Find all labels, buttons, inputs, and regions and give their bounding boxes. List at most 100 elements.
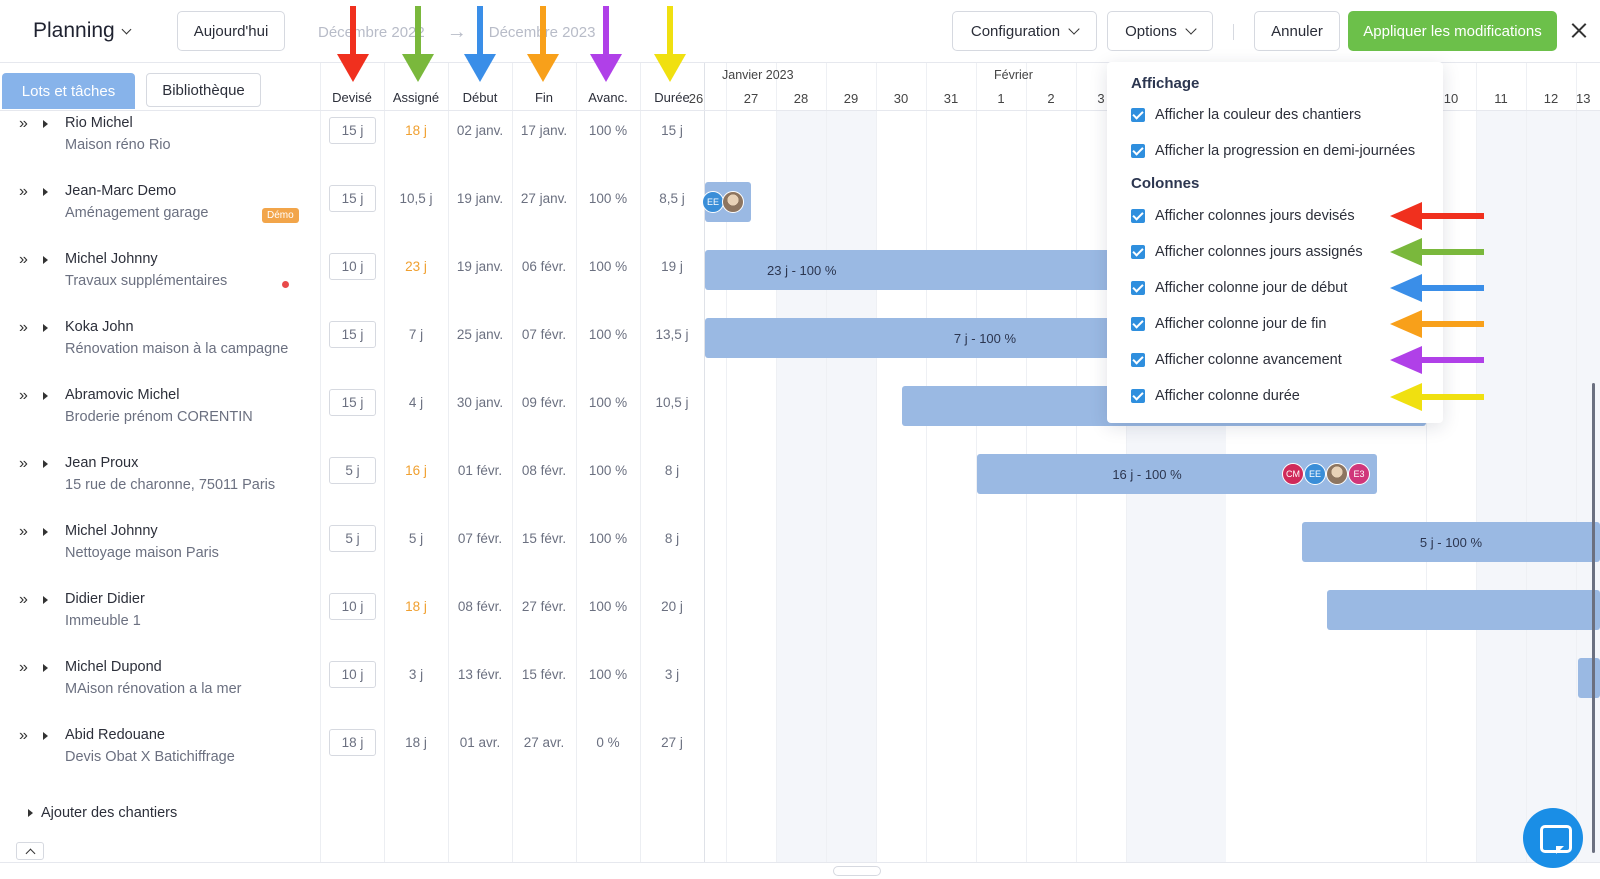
col-header-duree: Durée	[654, 90, 690, 105]
expand-all-icon[interactable]: »	[19, 591, 28, 608]
table-row[interactable]: » Didier Didier Immeuble 1 10 j 18 j 08 …	[0, 589, 705, 657]
annotation-arrow-down-icon	[337, 6, 369, 82]
caret-right-icon[interactable]	[43, 120, 48, 128]
duree-cell: 10,5 j	[655, 395, 689, 410]
tab-lots-taches[interactable]: Lots et tâches	[2, 73, 135, 109]
col-header-fin: Fin	[534, 90, 554, 105]
divider	[0, 110, 1600, 111]
gantt-bar[interactable]: 5 j - 100 %	[1302, 522, 1600, 562]
caret-right-icon[interactable]	[43, 732, 48, 740]
table-row[interactable]: » Jean-Marc Demo Aménagement garage Démo…	[0, 181, 705, 249]
checkbox-checked-icon[interactable]	[1131, 281, 1145, 295]
status-dot	[282, 281, 289, 288]
checkbox-checked-icon[interactable]	[1131, 209, 1145, 223]
caret-right-icon[interactable]	[43, 460, 48, 468]
cancel-button[interactable]: Annuler	[1254, 11, 1340, 51]
options-dropdown: Affichage Afficher la couleur des chanti…	[1107, 62, 1443, 423]
expand-all-icon[interactable]: »	[19, 659, 28, 676]
caret-right-icon[interactable]	[43, 596, 48, 604]
devise-input[interactable]: 15 j	[329, 321, 376, 348]
vertical-scrollbar[interactable]	[1592, 383, 1595, 853]
caret-right-icon[interactable]	[43, 188, 48, 196]
option-col-debut[interactable]: Afficher colonne jour de début	[1131, 280, 1347, 296]
tab-bibliotheque[interactable]: Bibliothèque	[146, 73, 261, 107]
page-title: Planning	[33, 19, 115, 42]
options-button[interactable]: Options	[1107, 11, 1213, 51]
debut-cell: 07 févr.	[457, 531, 503, 546]
table-row[interactable]: » Rio Michel Maison réno Rio 15 j 18 j 0…	[0, 113, 705, 181]
horizontal-scrollbar[interactable]	[833, 866, 881, 876]
date-from[interactable]: Décembre 2022	[318, 24, 425, 41]
collapse-button[interactable]	[16, 842, 44, 860]
expand-all-icon[interactable]: »	[19, 251, 28, 268]
caret-right-icon[interactable]	[43, 664, 48, 672]
table-row[interactable]: » Jean Proux 15 rue de charonne, 75011 P…	[0, 453, 705, 521]
assigne-cell: 18 j	[405, 735, 427, 750]
expand-all-icon[interactable]: »	[19, 387, 28, 404]
devise-input[interactable]: 10 j	[329, 661, 376, 688]
expand-all-icon[interactable]: »	[19, 523, 28, 540]
option-col-devise[interactable]: Afficher colonnes jours devisés	[1131, 208, 1355, 224]
table-row[interactable]: » Michel Dupond MAison rénovation a la m…	[0, 657, 705, 725]
day-label: 3	[1097, 91, 1105, 106]
caret-right-icon[interactable]	[43, 256, 48, 264]
table-row[interactable]: » Abid Redouane Devis Obat X Batichiffra…	[0, 725, 705, 793]
devise-input[interactable]: 5 j	[329, 525, 376, 552]
option-col-avanc[interactable]: Afficher colonne avancement	[1131, 352, 1342, 368]
table-row[interactable]: » Abramovic Michel Broderie prénom COREN…	[0, 385, 705, 453]
debut-cell: 19 janv.	[456, 191, 504, 206]
caret-right-icon[interactable]	[43, 528, 48, 536]
gantt-bar[interactable]: 7 j - 100 %	[705, 318, 1125, 358]
option-color[interactable]: Afficher la couleur des chantiers	[1131, 107, 1361, 123]
devise-input[interactable]: 18 j	[329, 729, 376, 756]
devise-input[interactable]: 10 j	[329, 593, 376, 620]
gantt-bar[interactable]	[1578, 658, 1600, 698]
devise-input[interactable]: 15 j	[329, 117, 376, 144]
checkbox-checked-icon[interactable]	[1131, 389, 1145, 403]
table-row[interactable]: » Koka John Rénovation maison à la campa…	[0, 317, 705, 385]
option-half-days[interactable]: Afficher la progression en demi-journées	[1131, 143, 1415, 159]
today-button[interactable]: Aujourd'hui	[177, 11, 285, 51]
expand-all-icon[interactable]: »	[19, 115, 28, 132]
annotation-arrow-down-icon	[402, 6, 434, 82]
day-divider	[926, 63, 927, 863]
apply-button[interactable]: Appliquer les modifications	[1348, 11, 1557, 51]
option-col-fin[interactable]: Afficher colonne jour de fin	[1131, 316, 1326, 332]
duree-cell: 8,5 j	[659, 191, 685, 206]
expand-all-icon[interactable]: »	[19, 319, 28, 336]
planning-menu[interactable]: Planning	[33, 19, 132, 43]
add-sites-button[interactable]: Ajouter des chantiers	[28, 805, 177, 821]
configuration-button[interactable]: Configuration	[952, 11, 1097, 51]
checkbox-checked-icon[interactable]	[1131, 144, 1145, 158]
option-col-assigne[interactable]: Afficher colonnes jours assignés	[1131, 244, 1363, 260]
checkbox-checked-icon[interactable]	[1131, 317, 1145, 331]
devise-input[interactable]: 15 j	[329, 389, 376, 416]
devise-input[interactable]: 5 j	[329, 457, 376, 484]
table-row[interactable]: » Michel Johnny Nettoyage maison Paris 5…	[0, 521, 705, 589]
chat-icon[interactable]	[1523, 808, 1583, 868]
expand-all-icon[interactable]: »	[19, 727, 28, 744]
caret-right-icon[interactable]	[43, 324, 48, 332]
devise-input[interactable]: 15 j	[329, 185, 376, 212]
close-icon[interactable]	[1566, 18, 1592, 44]
gantt-bar[interactable]: 23 j - 100 %	[705, 250, 1125, 290]
client-name: Michel Johnny	[65, 251, 158, 267]
client-name: Koka John	[65, 319, 134, 335]
avatar	[722, 191, 744, 213]
client-name: Rio Michel	[65, 115, 133, 131]
debut-cell: 13 févr.	[457, 667, 503, 682]
option-col-duree[interactable]: Afficher colonne durée	[1131, 388, 1300, 404]
caret-right-icon[interactable]	[43, 392, 48, 400]
expand-all-icon[interactable]: »	[19, 455, 28, 472]
gantt-bar[interactable]	[1327, 590, 1600, 630]
table-row[interactable]: » Michel Johnny Travaux supplémentaires …	[0, 249, 705, 317]
checkbox-checked-icon[interactable]	[1131, 245, 1145, 259]
col-header-debut: Début	[462, 90, 498, 105]
column-divider	[448, 63, 449, 863]
checkbox-checked-icon[interactable]	[1131, 108, 1145, 122]
expand-all-icon[interactable]: »	[19, 183, 28, 200]
client-name: Michel Dupond	[65, 659, 162, 675]
caret-right-icon	[28, 809, 33, 817]
checkbox-checked-icon[interactable]	[1131, 353, 1145, 367]
devise-input[interactable]: 10 j	[329, 253, 376, 280]
